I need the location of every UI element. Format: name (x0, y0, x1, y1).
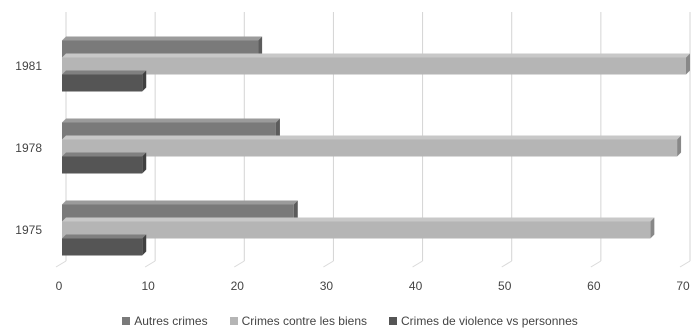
bar-1978-crimes-contre-les-biens (62, 135, 682, 157)
legend-swatch-crimes-de-violence (389, 317, 397, 325)
floor-tick-30 (323, 260, 334, 268)
bar-1981-autres-crimes (62, 36, 263, 58)
floor-tick-10 (144, 260, 156, 268)
legend-swatch-autres-crimes (122, 317, 131, 325)
floor-tick-60 (590, 260, 602, 268)
legend-item-autres-crimes: Autres crimes (122, 314, 208, 328)
bar-1975-crimes-contre-les-biens (62, 217, 655, 239)
x-tick-label-10: 10 (141, 279, 155, 293)
floor-tick-70 (679, 260, 691, 268)
bar-1978-crimes-de-violence-vs-personnes (62, 152, 147, 174)
x-tick-label-30: 30 (320, 279, 334, 293)
legend-swatch-crimes-contre-les-biens (229, 317, 238, 325)
legend-item-crimes-de-violence: Crimes de violence vs personnes (389, 314, 578, 328)
x-tick-label-0: 0 (56, 279, 63, 293)
category-label-1978: 1978 (15, 141, 42, 155)
x-tick-label-40: 40 (409, 279, 423, 293)
bar-1981-crimes-de-violence-vs-personnes (62, 70, 147, 92)
bar-1975-autres-crimes (62, 200, 298, 222)
category-label-1975: 1975 (15, 223, 42, 237)
legend: Autres crimes Crimes contre les biens Cr… (0, 312, 700, 330)
legend-item-crimes-contre-les-biens: Crimes contre les biens (229, 314, 367, 328)
bars (62, 36, 690, 256)
floor-tick-0 (55, 260, 67, 268)
x-tick-label-20: 20 (231, 279, 245, 293)
axis-ticks: 1975 1978 1981 0 10 20 30 40 50 60 70 (15, 59, 690, 293)
floor-tick-40 (412, 260, 423, 268)
x-tick-label-50: 50 (498, 279, 512, 293)
floor-tick-20 (234, 260, 245, 268)
bar-1975-crimes-de-violence-vs-personnes (62, 234, 147, 256)
floor-tick-50 (501, 260, 512, 268)
bar-1978-autres-crimes (62, 118, 280, 140)
category-label-1981: 1981 (15, 59, 42, 73)
legend-label-crimes-contre-les-biens: Crimes contre les biens (241, 314, 367, 328)
bar-1981-crimes-contre-les-biens (62, 53, 690, 75)
legend-label-autres-crimes: Autres crimes (134, 314, 208, 328)
legend-label-crimes-de-violence: Crimes de violence vs personnes (401, 314, 578, 328)
x-tick-label-70: 70 (676, 279, 690, 293)
bar-chart: 1975 1978 1981 0 10 20 30 40 50 60 70 (15, 12, 691, 293)
x-tick-label-60: 60 (587, 279, 601, 293)
